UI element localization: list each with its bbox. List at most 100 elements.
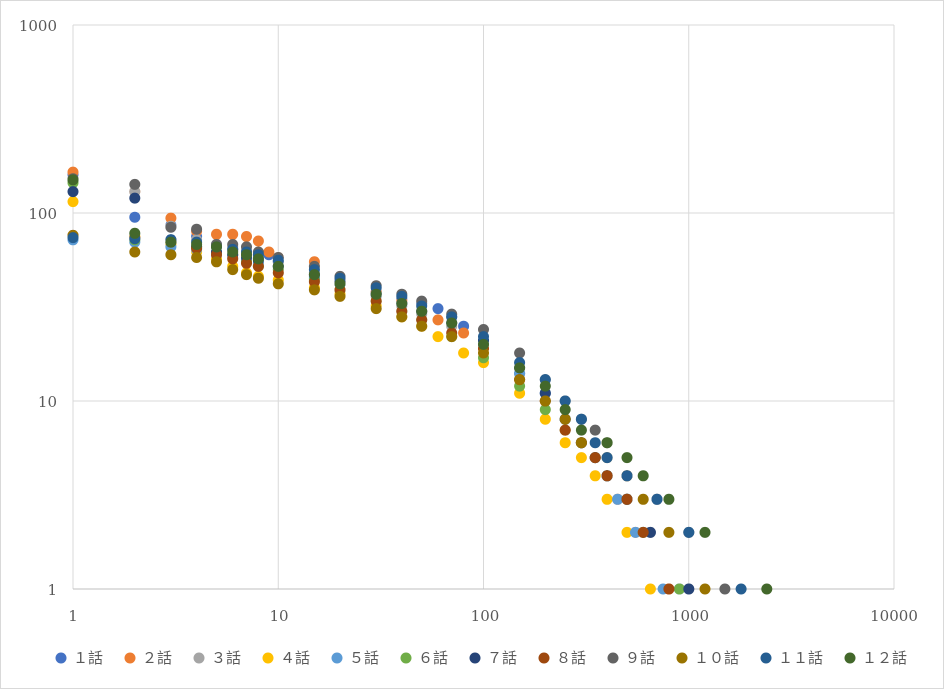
legend-marker: [538, 652, 550, 664]
data-point: [165, 221, 177, 233]
legend-marker: [331, 652, 343, 664]
data-point: [683, 526, 695, 538]
data-point: [514, 362, 526, 374]
data-point: [446, 317, 458, 329]
data-point: [129, 178, 141, 190]
data-point: [165, 236, 177, 248]
data-point: [227, 228, 239, 240]
data-point: [129, 227, 141, 239]
data-point: [458, 327, 470, 339]
data-point: [416, 320, 428, 332]
data-point: [589, 424, 601, 436]
data-point: [621, 493, 633, 505]
x-tick-label: 10: [269, 607, 288, 625]
data-point: [165, 212, 177, 224]
legend-marker: [262, 652, 274, 664]
data-point: [432, 331, 444, 343]
y-tick-label: 100: [28, 205, 57, 223]
legend-label: ４話: [280, 649, 310, 667]
axis-tick-labels: 1 10 100 1000 10000 1 10 100 1000: [19, 17, 918, 625]
data-point: [612, 493, 624, 505]
data-point: [191, 239, 203, 250]
x-tick-label: 10000: [870, 607, 918, 625]
data-point: [637, 526, 649, 538]
legend-label: １０話: [694, 649, 739, 667]
data-point: [663, 493, 675, 505]
data-point: [211, 256, 222, 268]
data-point: [227, 264, 239, 276]
data-point: [308, 284, 320, 296]
data-point: [191, 252, 203, 263]
data-point: [478, 331, 489, 343]
data-point: [67, 186, 79, 198]
data-point: [129, 246, 141, 258]
data-point: [129, 211, 141, 223]
legend-label: ３話: [211, 649, 241, 667]
data-point: [663, 526, 675, 538]
data-point: [478, 338, 489, 350]
data-point: [252, 272, 264, 284]
legend-label: ７話: [487, 649, 517, 667]
data-point: [252, 253, 264, 265]
data-point: [272, 260, 284, 272]
data-point: [673, 583, 685, 595]
data-point: [575, 452, 587, 464]
data-point: [683, 583, 695, 595]
data-point: [211, 228, 222, 240]
data-point: [241, 231, 252, 242]
data-point: [589, 470, 601, 482]
data-point: [651, 493, 663, 505]
data-point: [761, 583, 773, 595]
data-point: [559, 413, 571, 425]
legend-label: ６話: [418, 649, 448, 667]
data-point: [589, 452, 601, 464]
data-point: [589, 437, 601, 449]
y-tick-label: 1: [47, 581, 57, 599]
legend-label: ２話: [142, 649, 172, 667]
data-point: [241, 257, 252, 269]
data-point: [446, 331, 458, 343]
legend-marker: [469, 652, 481, 664]
data-point: [308, 269, 320, 281]
data-point: [539, 413, 551, 425]
data-point: [637, 493, 649, 505]
data-point: [334, 278, 346, 290]
grid-lines: [72, 24, 895, 590]
data-point: [601, 437, 613, 449]
data-point: [396, 298, 408, 309]
data-point: [67, 196, 79, 208]
data-point: [559, 424, 571, 436]
legend-marker: [676, 652, 688, 664]
data-point: [539, 395, 551, 407]
legend-marker: [607, 652, 619, 664]
legend-marker: [400, 652, 412, 664]
data-point: [719, 583, 731, 595]
data-point: [241, 269, 252, 281]
x-tick-label: 1: [68, 607, 78, 625]
legend-marker: [55, 652, 67, 664]
data-point: [396, 311, 408, 323]
data-point: [637, 470, 649, 482]
data-point: [370, 288, 382, 300]
data-point: [575, 424, 587, 436]
data-point: [621, 526, 633, 538]
data-point: [67, 232, 79, 244]
data-point: [601, 493, 613, 505]
data-point: [575, 413, 587, 425]
data-point: [478, 347, 489, 359]
data-point: [601, 470, 613, 482]
legend-label: ９話: [625, 649, 655, 667]
data-point: [601, 452, 613, 464]
data-point: [432, 314, 444, 326]
x-tick-label: 1000: [671, 607, 709, 625]
data-point: [432, 303, 444, 315]
data-point: [514, 347, 526, 359]
data-point: [644, 583, 656, 595]
data-point: [539, 404, 551, 416]
data-point: [165, 249, 177, 261]
data-points: [67, 166, 773, 595]
y-tick-label: 1000: [19, 17, 57, 35]
legend-label: ８話: [556, 649, 586, 667]
